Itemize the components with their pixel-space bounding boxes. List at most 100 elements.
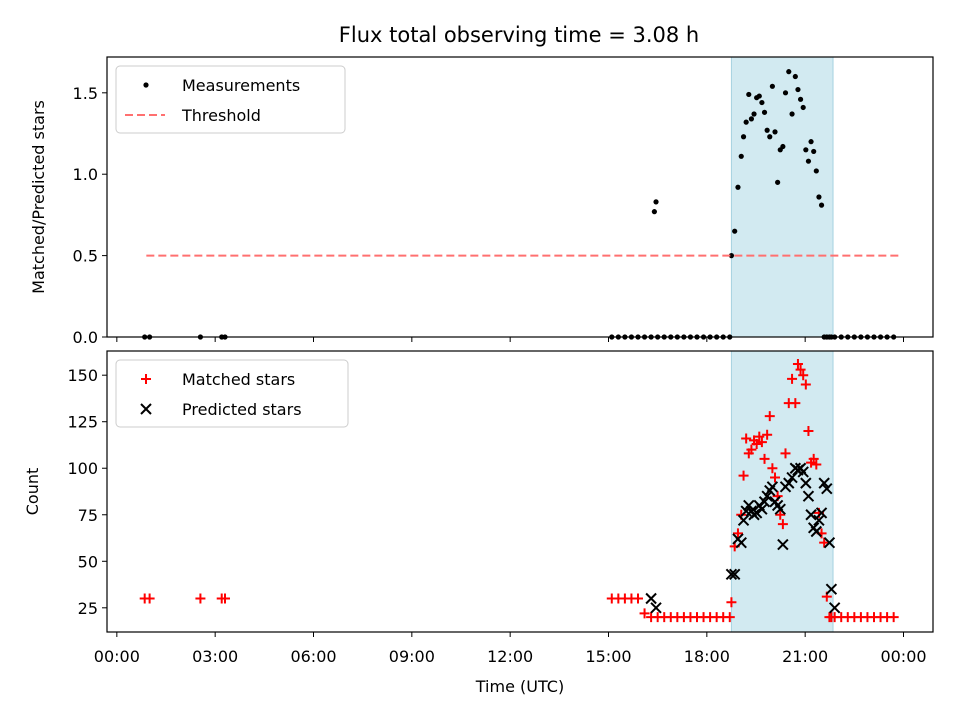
matched-star-point <box>811 459 822 470</box>
matched-star-point <box>819 537 830 548</box>
matched-star-point <box>746 444 757 455</box>
matched-star-point <box>724 612 735 623</box>
matched-star-point <box>220 593 230 604</box>
matched-star-point <box>800 379 811 390</box>
measurement-point <box>795 86 801 93</box>
predicted-star-point <box>777 538 789 551</box>
legend: Measurements Threshold <box>115 65 346 134</box>
measurement-point <box>775 179 781 185</box>
predicted-star-point <box>761 490 773 502</box>
x-tick-label: 03:00 <box>192 647 238 666</box>
measurement-point <box>805 158 812 164</box>
measurement-point <box>746 91 752 98</box>
matched-star-point <box>756 437 767 448</box>
y-tick-label: 100 <box>67 459 98 478</box>
legend: Matched stars Predicted stars <box>115 359 349 428</box>
matched-star-point <box>633 593 643 604</box>
legend-entry-label: Predicted stars <box>182 400 302 419</box>
predicted-star-point <box>818 477 830 489</box>
observing-window-highlight <box>730 56 834 338</box>
predicted-star-point <box>725 568 738 581</box>
predicted-star-point <box>815 507 828 519</box>
measurement-point <box>769 83 775 89</box>
x-tick-label: 00:00 <box>94 647 140 666</box>
measurement-point <box>740 134 747 140</box>
y-tick-label: 125 <box>67 413 98 432</box>
legend-measurement-swatch <box>143 82 149 88</box>
x-tick-label: 00:00 <box>880 647 926 666</box>
predicted-star-point <box>825 583 838 595</box>
legend-box <box>115 65 346 134</box>
measurement-point <box>751 111 757 117</box>
predicted-star-point <box>740 505 752 517</box>
matched-star-point <box>741 433 752 444</box>
legend-predicted-swatch <box>140 403 152 415</box>
predicted-star-point <box>810 525 823 538</box>
matched-star-point <box>808 453 819 464</box>
measurement-point <box>816 194 822 200</box>
predicted-star-point <box>823 536 836 549</box>
series-matched-stars <box>139 359 899 623</box>
predicted-star-point <box>728 568 741 581</box>
measurement-point <box>782 90 789 96</box>
legend-entry-label: Matched stars <box>182 370 295 389</box>
measurement-point <box>748 116 755 122</box>
x-tick-label: 15:00 <box>585 647 631 666</box>
measurement-point <box>772 129 778 135</box>
predicted-star-point <box>821 483 833 495</box>
matched-star-point <box>787 373 798 384</box>
x-tick-label: 12:00 <box>487 647 533 666</box>
top-panel-matched-predicted-ratio: 0.0 0.5 1.0 1.5 Matched/Predicted stars Measu… <box>29 56 934 347</box>
measurement-point <box>743 119 749 125</box>
matched-star-point <box>751 439 762 450</box>
matched-star-point <box>790 398 801 409</box>
predicted-star-point <box>797 466 809 478</box>
predicted-star-point <box>645 592 657 605</box>
y-tick-label: 0.5 <box>73 247 98 266</box>
measurement-point <box>728 253 735 259</box>
measurement-point <box>803 147 809 153</box>
y-axis-label: Count <box>23 468 42 516</box>
matched-star-point <box>144 593 155 604</box>
predicted-star-point <box>758 496 771 508</box>
measurement-point <box>653 199 659 205</box>
matched-star-point <box>795 364 806 375</box>
axes-frame <box>106 350 934 633</box>
measurement-point <box>767 134 773 140</box>
matched-star-point <box>764 411 775 422</box>
predicted-star-point <box>783 477 795 489</box>
y-tick-label: 50 <box>78 552 98 571</box>
measurement-point <box>800 104 806 111</box>
measurement-point <box>738 153 744 159</box>
measurement-point <box>651 209 657 215</box>
measurement-point <box>789 111 795 117</box>
measurement-point <box>808 139 814 145</box>
matched-star-point <box>888 612 899 623</box>
predicted-star-point <box>802 490 815 502</box>
measurement-point <box>756 93 762 99</box>
y-tick-label: 1.0 <box>73 165 98 184</box>
measurement-point <box>764 127 770 133</box>
y-tick-label: 25 <box>78 599 98 618</box>
y-axis-label: Matched/Predicted stars <box>29 100 48 294</box>
y-tick-label: 0.0 <box>73 328 98 347</box>
matched-star-point <box>767 463 778 474</box>
legend-entry-label: Measurements <box>182 76 300 95</box>
x-tick-label: 18:00 <box>684 647 730 666</box>
measurement-point <box>797 96 804 102</box>
predicted-star-point <box>650 602 662 614</box>
measurement-point <box>759 99 765 106</box>
x-tick-label: 09:00 <box>389 647 435 666</box>
matched-star-point <box>780 448 791 459</box>
predicted-star-point <box>735 536 747 549</box>
matched-star-point <box>775 509 786 520</box>
matched-star-point <box>195 593 206 604</box>
predicted-star-point <box>813 514 825 527</box>
axes-frame <box>106 56 934 338</box>
matched-star-point <box>803 426 814 437</box>
measurement-point <box>735 184 741 190</box>
matched-star-point <box>792 359 803 370</box>
matched-star-point <box>754 431 765 442</box>
measurement-point <box>780 143 786 150</box>
